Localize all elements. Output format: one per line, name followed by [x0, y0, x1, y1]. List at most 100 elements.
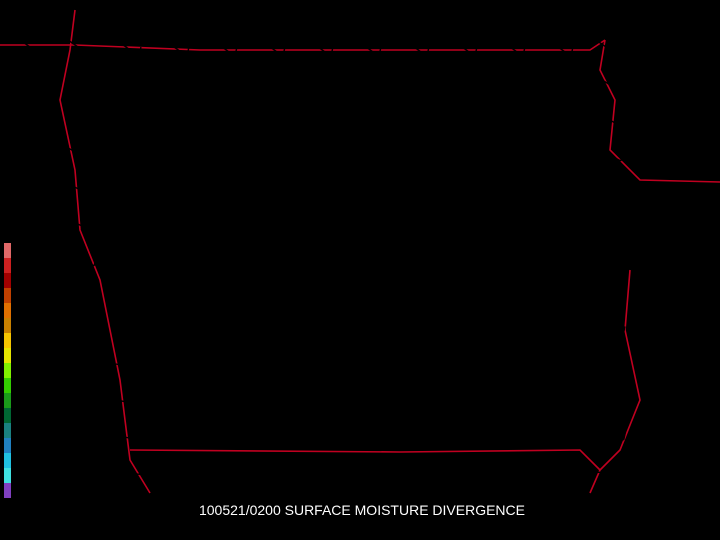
barb-shaft [115, 435, 144, 441]
barb-flag [45, 291, 50, 301]
legend-swatch [4, 348, 11, 363]
legend-label: -0.1 [12, 385, 43, 400]
wind-barbs [19, 39, 720, 476]
barb-flag [286, 395, 291, 406]
barb-flag [47, 430, 51, 441]
barb-flag [618, 46, 622, 57]
barb-flag [142, 395, 147, 406]
barb-shaft [451, 435, 480, 441]
barb-flag [380, 186, 385, 197]
barb-shaft [499, 183, 526, 197]
barb-flag [668, 151, 672, 162]
barb-shaft [355, 183, 382, 197]
barb-shaft [547, 75, 572, 92]
contour-label: -0.1 [473, 380, 502, 394]
barb-shaft [691, 291, 719, 302]
barb-shaft [67, 291, 95, 302]
barb-shaft [547, 183, 574, 197]
legend-label: 0.4 [12, 310, 36, 325]
barb-shaft [643, 75, 668, 92]
barb-flag [239, 465, 243, 475]
barb-shaft [355, 435, 384, 441]
barb-flag [574, 326, 578, 336]
barb-shaft [211, 147, 238, 162]
legend-swatch [4, 288, 11, 303]
barb-flag [667, 116, 671, 127]
barb-shaft [19, 363, 48, 371]
barb-shaft [19, 399, 48, 406]
barb-flag [428, 151, 432, 162]
barb-flag [621, 256, 625, 266]
barb-shaft [403, 75, 428, 92]
barb-flag [90, 46, 94, 57]
barb-shaft [403, 291, 431, 302]
barb-shaft [691, 111, 717, 127]
barb-flag [46, 326, 50, 336]
barb-flag [575, 430, 579, 441]
barb-shaft [451, 39, 476, 57]
barb-shaft [307, 471, 336, 476]
barb-flag [571, 116, 575, 127]
barb-shaft [211, 363, 240, 371]
barb-flag [427, 116, 431, 127]
barb-flag [621, 291, 626, 301]
barb-shaft [355, 471, 384, 476]
barb-shaft [451, 111, 477, 127]
barb-shaft [115, 39, 140, 57]
barb-flag [670, 361, 674, 371]
barb-flag [332, 186, 337, 197]
barb-flag [429, 291, 434, 301]
barb-flag [335, 465, 339, 475]
barb-shaft [211, 399, 240, 406]
barb-shaft [67, 327, 96, 337]
barb-shaft [691, 183, 718, 197]
barb-flag [285, 221, 289, 231]
barb-shaft [691, 255, 719, 267]
barb-shaft [403, 399, 432, 406]
barb-shaft [19, 435, 48, 441]
barb-flag [670, 326, 674, 336]
barb-flag [716, 186, 720, 197]
barb-shaft [259, 435, 288, 441]
barb-shaft [691, 75, 716, 92]
barb-flag [716, 151, 720, 162]
barb-shaft [499, 111, 525, 127]
barb-flag [479, 430, 483, 441]
barb-flag [333, 291, 338, 301]
barb-flag [284, 186, 289, 197]
barb-flag [382, 326, 386, 336]
barb-shaft [451, 255, 479, 267]
barb-shaft [547, 219, 575, 232]
barb-flag [94, 326, 98, 336]
barb-shaft [163, 75, 188, 92]
barb-shaft [211, 39, 236, 57]
legend-label: -0.2 [12, 400, 43, 415]
barb-shaft [451, 291, 479, 302]
barb-flag [187, 116, 191, 127]
barb-flag [527, 430, 531, 441]
barb-flag [430, 395, 435, 406]
barb-shaft [643, 327, 672, 337]
legend-swatch [4, 303, 11, 318]
legend-swatch [4, 483, 11, 498]
barb-flag [669, 291, 674, 301]
barb-flag [525, 221, 529, 231]
barb-shaft [163, 183, 190, 197]
barb-shaft [115, 111, 141, 127]
barb-flag [523, 116, 527, 127]
barb-flag [42, 81, 47, 92]
barb-flag [95, 465, 99, 475]
barb-shaft [163, 111, 189, 127]
barb-shaft [19, 147, 46, 162]
barb-flag [522, 81, 527, 92]
barb-shaft [355, 255, 383, 267]
barb-shaft [547, 399, 576, 406]
barb-flag [191, 430, 195, 441]
barb-shaft [451, 75, 476, 92]
barb-flag [382, 395, 387, 406]
barb-flag [239, 430, 243, 441]
barb-shaft [451, 471, 480, 476]
barb-shaft [595, 327, 624, 337]
barb-shaft [355, 291, 383, 302]
barb-flag [138, 46, 142, 57]
